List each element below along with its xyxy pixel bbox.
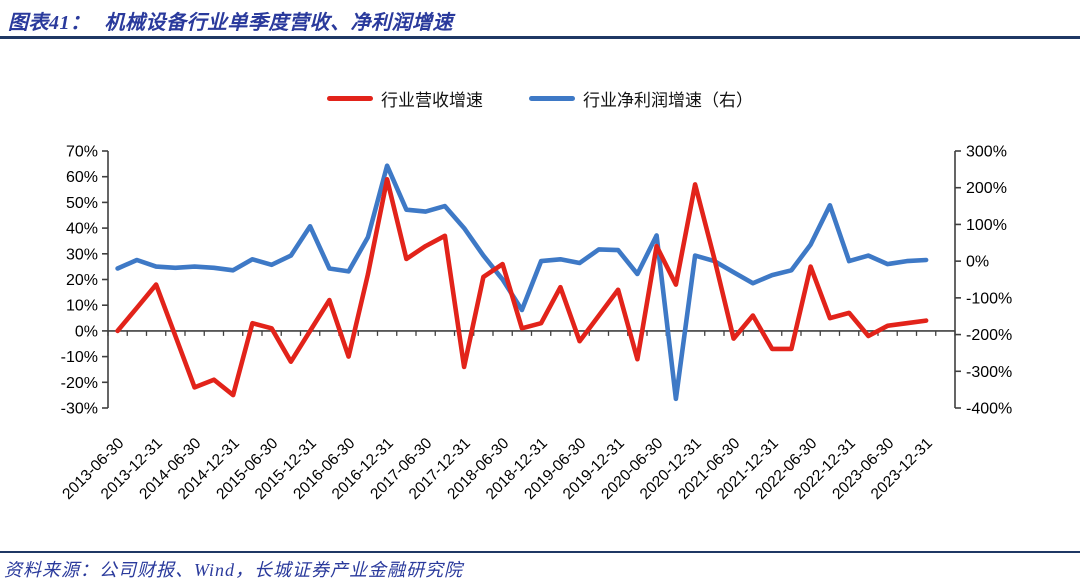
svg-text:-400%: -400%	[966, 401, 1012, 418]
x-axis	[107, 330, 956, 336]
chart-legend: 行业营收增速 行业净利润增速（右）	[0, 86, 1080, 110]
svg-text:-10%: -10%	[61, 349, 98, 366]
revenue-line-swatch	[327, 95, 373, 101]
legend-item-profit: 行业净利润增速（右）	[529, 86, 753, 111]
right-axis: 300% 200% 100% 0% -100% -200% -300% -400%	[954, 144, 1012, 418]
x-axis-labels: 2013-06-302013-12-312014-06-302014-12-31…	[59, 435, 936, 503]
svg-text:-20%: -20%	[61, 375, 98, 392]
svg-text:-300%: -300%	[966, 364, 1012, 381]
revenue-growth-line	[115, 177, 929, 398]
source-note: 资料来源：公司财报、Wind，长城证券产业金融研究院	[4, 560, 463, 580]
svg-text:70%: 70%	[66, 144, 98, 161]
figure-title-text: 机械设备行业单季度营收、净利润增速	[104, 12, 453, 34]
legend-label-revenue: 行业营收增速	[381, 90, 483, 110]
svg-text:0%: 0%	[966, 254, 989, 271]
svg-text:50%: 50%	[66, 195, 98, 212]
profit-growth-line	[115, 163, 929, 402]
figure-number: 图表41：	[8, 12, 91, 34]
source-divider	[0, 551, 1080, 553]
svg-text:40%: 40%	[66, 221, 98, 238]
svg-text:300%: 300%	[966, 144, 1007, 161]
left-axis: 70% 60% 50% 40% 30% 20% 10% 0% -10% -20% -30%	[61, 144, 109, 418]
svg-text:60%: 60%	[66, 169, 98, 186]
figure-title: 图表41： 机械设备行业单季度营收、净利润增速	[8, 6, 1068, 35]
title-divider	[0, 36, 1080, 39]
svg-text:-30%: -30%	[61, 401, 98, 418]
legend-item-revenue: 行业营收增速	[327, 86, 483, 111]
svg-text:-200%: -200%	[966, 327, 1012, 344]
svg-text:-100%: -100%	[966, 290, 1012, 307]
svg-text:200%: 200%	[966, 180, 1007, 197]
svg-text:10%: 10%	[66, 298, 98, 315]
svg-text:0%: 0%	[75, 323, 98, 340]
svg-text:20%: 20%	[66, 272, 98, 289]
profit-line-swatch	[529, 95, 575, 101]
svg-text:100%: 100%	[966, 217, 1007, 234]
legend-label-profit: 行业净利润增速（右）	[583, 90, 753, 110]
svg-text:30%: 30%	[66, 246, 98, 263]
